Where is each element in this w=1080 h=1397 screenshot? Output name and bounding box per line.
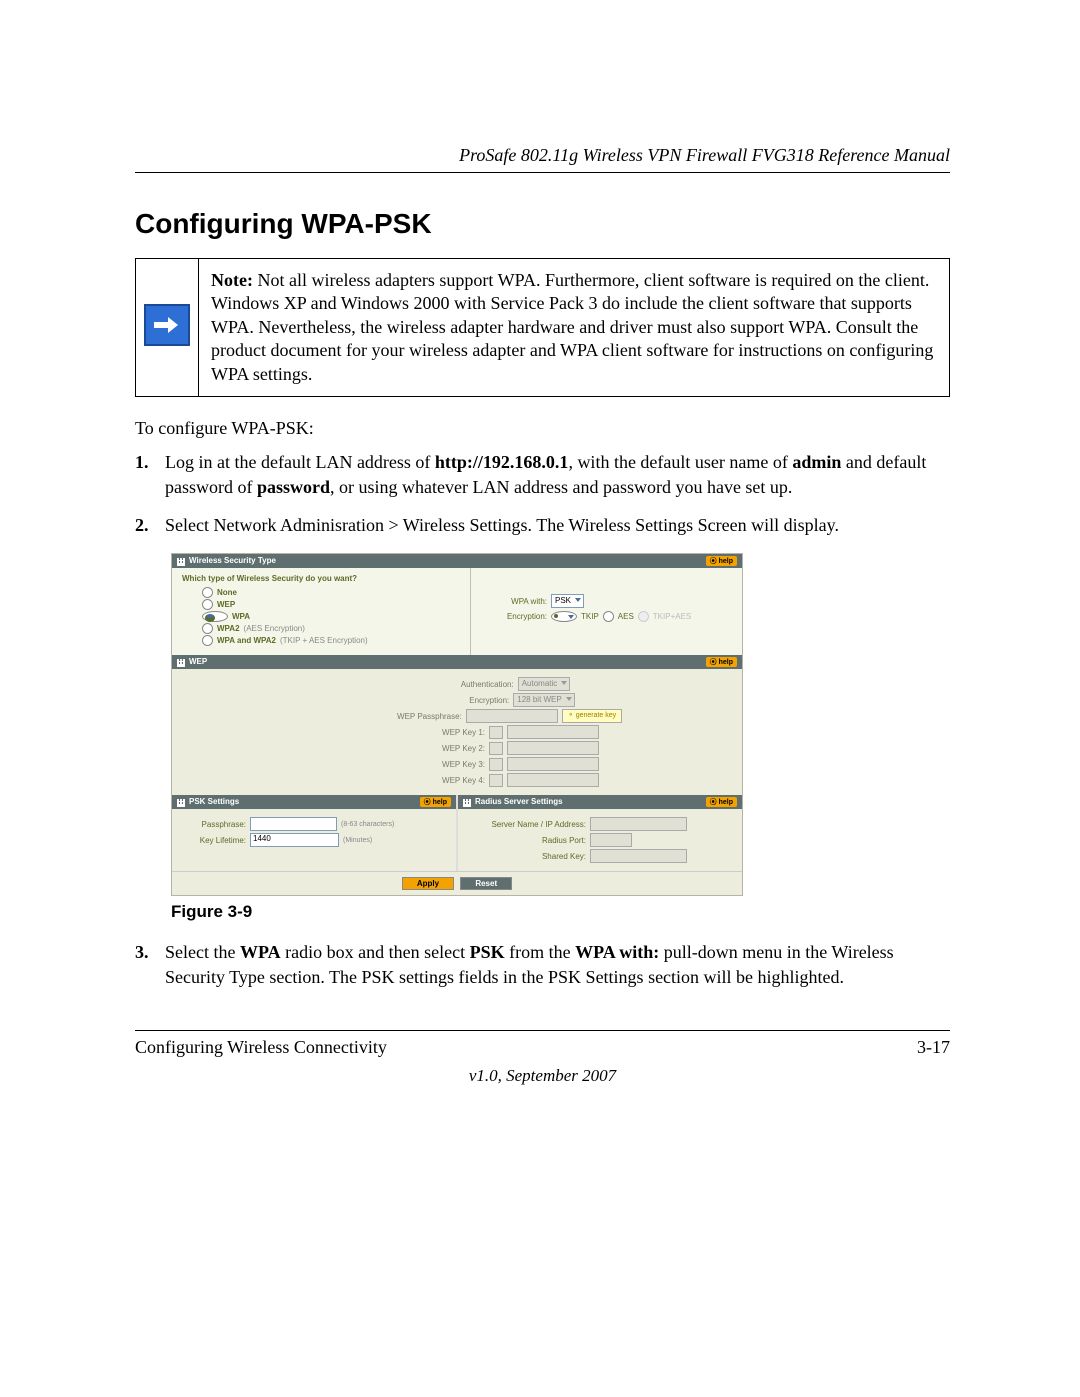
figure-screenshot: ∷Wireless Security Type ⦿ help Which typ…: [171, 553, 950, 896]
help-icon[interactable]: ⦿ help: [706, 657, 737, 667]
wpa-with-label: WPA with:: [479, 597, 547, 606]
help-icon[interactable]: ⦿ help: [420, 797, 451, 807]
reset-button[interactable]: Reset: [460, 877, 512, 890]
radio-wpa[interactable]: WPA: [202, 611, 460, 622]
wep-auth-label: Authentication:: [344, 680, 514, 689]
wep-key4-radio: [489, 774, 503, 787]
wep-header: ∷WEP ⦿ help: [172, 655, 742, 669]
psk-header: ∷PSK Settings ⦿ help: [172, 795, 456, 809]
intro-text: To configure WPA-PSK:: [135, 417, 950, 440]
psk-life-input[interactable]: 1440: [250, 833, 339, 847]
wep-key3-input: [507, 757, 599, 771]
radio-wpa2[interactable]: WPA2 (AES Encryption): [202, 623, 460, 634]
step-1: 1. Log in at the default LAN address of …: [135, 450, 950, 499]
note-text: Note: Not all wireless adapters support …: [211, 270, 933, 384]
radius-key-input: [590, 849, 687, 863]
step-3: 3. Select the WPA radio box and then sel…: [135, 940, 950, 989]
generate-key-button[interactable]: ⚬ generate key: [562, 709, 622, 723]
footer-page-number: 3-17: [917, 1037, 950, 1058]
footer-rule: [135, 1030, 950, 1031]
wpa-with-select[interactable]: PSK: [551, 594, 584, 608]
apply-button[interactable]: Apply: [402, 877, 454, 890]
page-header: ProSafe 802.11g Wireless VPN Firewall FV…: [135, 145, 950, 166]
radio-tkip-aes: TKIP+AES: [653, 612, 691, 621]
radius-key-label: Shared Key:: [466, 852, 586, 861]
radius-server-label: Server Name / IP Address:: [466, 820, 586, 829]
psk-life-label: Key Lifetime:: [180, 836, 246, 845]
wep-key2-radio: [489, 742, 503, 755]
radius-server-input: [590, 817, 687, 831]
step-2: 2. Select Network Adminisration > Wirele…: [135, 513, 950, 537]
wst-question: Which type of Wireless Security do you w…: [182, 574, 460, 583]
figure-caption: Figure 3-9: [171, 902, 950, 922]
radius-port-input: [590, 833, 632, 847]
radio-aes[interactable]: AES: [618, 612, 634, 621]
radio-wep[interactable]: WEP: [202, 599, 460, 610]
radius-port-label: Radius Port:: [466, 836, 586, 845]
note-box: Note: Not all wireless adapters support …: [135, 258, 950, 397]
wep-pass-label: WEP Passphrase:: [292, 712, 462, 721]
wep-key1-label: WEP Key 1:: [315, 728, 485, 737]
wep-key3-radio: [489, 758, 503, 771]
wep-key1-input: [507, 725, 599, 739]
psk-life-hint: (Minutes): [343, 837, 372, 844]
wep-key2-label: WEP Key 2:: [315, 744, 485, 753]
wep-pass-input: [466, 709, 558, 723]
help-icon[interactable]: ⦿ help: [706, 797, 737, 807]
wep-key4-label: WEP Key 4:: [315, 776, 485, 785]
radio-tkip[interactable]: TKIP: [581, 612, 599, 621]
section-title: Configuring WPA-PSK: [135, 208, 950, 240]
header-rule: [135, 172, 950, 173]
wep-key3-label: WEP Key 3:: [315, 760, 485, 769]
wst-header: ∷Wireless Security Type ⦿ help: [172, 554, 742, 568]
arrow-right-icon: [144, 304, 190, 346]
footer-version: v1.0, September 2007: [135, 1066, 950, 1086]
wep-auth-select: Automatic: [518, 677, 571, 691]
help-icon[interactable]: ⦿ help: [706, 556, 737, 566]
psk-pass-hint: (8-63 characters): [341, 821, 394, 828]
wep-key2-input: [507, 741, 599, 755]
wep-enc-select: 128 bit WEP: [513, 693, 574, 707]
radius-header: ∷Radius Server Settings ⦿ help: [458, 795, 742, 809]
wep-key1-radio: [489, 726, 503, 739]
footer-left: Configuring Wireless Connectivity: [135, 1037, 387, 1058]
radio-wpa-wpa2[interactable]: WPA and WPA2 (TKIP + AES Encryption): [202, 635, 460, 646]
psk-pass-input[interactable]: [250, 817, 337, 831]
encryption-label: Encryption:: [479, 612, 547, 621]
wep-enc-label: Encryption:: [339, 696, 509, 705]
wep-key4-input: [507, 773, 599, 787]
psk-pass-label: Passphrase:: [180, 820, 246, 829]
radio-none[interactable]: None: [202, 587, 460, 598]
